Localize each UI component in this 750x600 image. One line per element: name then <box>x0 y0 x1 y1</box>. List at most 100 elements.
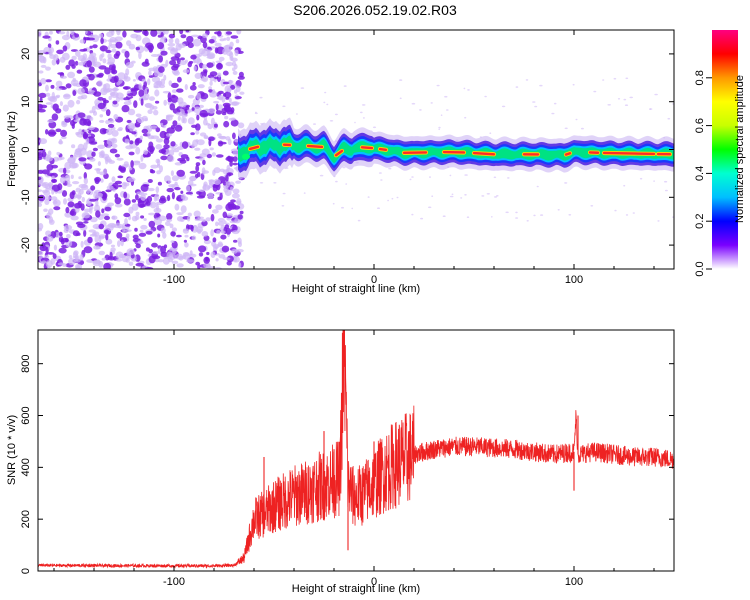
noise-speckle <box>140 224 148 230</box>
noise-speckle <box>107 123 115 128</box>
ridge-core <box>602 151 656 156</box>
noise-speckle <box>199 92 209 100</box>
noise-speckle <box>124 218 128 225</box>
noise-speckle <box>95 192 104 199</box>
noise-speckle <box>65 206 70 214</box>
noise-speckle <box>140 215 145 219</box>
noise-speckle <box>105 189 112 193</box>
noise-speckle <box>171 175 179 182</box>
noise-speckle <box>127 108 136 116</box>
noise-speckle <box>71 64 76 69</box>
noise-speckle <box>143 218 147 221</box>
x-tick-label: 0 <box>371 576 377 588</box>
noise-speckle <box>195 162 201 167</box>
noise-speckle <box>97 161 101 167</box>
faint-speckle <box>653 180 655 182</box>
noise-speckle <box>86 189 90 195</box>
noise-speckle <box>124 138 130 144</box>
noise-speckle <box>181 141 189 149</box>
noise-speckle <box>139 229 144 233</box>
noise-speckle <box>120 239 124 247</box>
faint-speckle <box>493 176 497 179</box>
faint-speckle <box>332 202 335 205</box>
noise-speckle <box>90 185 96 191</box>
noise-speckle <box>155 127 161 133</box>
faint-speckle <box>323 101 326 104</box>
faint-speckle <box>632 212 635 214</box>
faint-speckle <box>409 178 412 181</box>
noise-speckle <box>111 48 117 53</box>
noise-speckle <box>113 75 119 83</box>
noise-speckle <box>234 89 238 94</box>
noise-speckle <box>145 247 150 252</box>
noise-speckle <box>191 235 197 241</box>
noise-speckle <box>162 232 167 239</box>
noise-speckle <box>80 240 84 248</box>
colorbar-ticks: 0.0 0.2 0.4 0.6 0.8 <box>694 70 712 277</box>
noise-speckle <box>112 87 118 93</box>
noise-speckle <box>155 203 159 211</box>
faint-speckle <box>431 195 434 197</box>
noise-speckle <box>209 147 214 151</box>
noise-speckle <box>185 185 191 192</box>
noise-speckle <box>202 170 209 174</box>
noise-speckle <box>135 113 142 118</box>
noise-speckle <box>230 119 239 127</box>
noise-speckle <box>51 113 59 121</box>
noise-speckle <box>109 148 118 154</box>
y-tick-label: 0 <box>20 568 32 574</box>
noise-speckle <box>125 61 134 69</box>
noise-speckle <box>38 103 43 111</box>
faint-speckle <box>467 89 470 91</box>
noise-speckle <box>40 78 47 85</box>
noise-speckle <box>72 230 80 237</box>
noise-speckle <box>224 224 230 230</box>
noise-speckle <box>187 42 194 49</box>
x-tick-label: -100 <box>163 274 185 286</box>
noise-speckle <box>174 38 180 45</box>
faint-speckle <box>613 77 617 80</box>
noise-speckle <box>48 48 52 56</box>
noise-speckle <box>202 33 208 39</box>
noise-speckle <box>231 101 240 106</box>
faint-speckle <box>625 214 629 216</box>
noise-speckle <box>182 69 190 73</box>
noise-speckle <box>170 170 174 177</box>
faint-speckle <box>501 105 506 108</box>
noise-speckle <box>160 227 166 234</box>
noise-speckle <box>62 167 67 174</box>
noise-speckle <box>39 55 46 64</box>
noise-speckle <box>232 67 236 72</box>
noise-speckle <box>134 215 140 221</box>
noise-speckle <box>187 212 192 217</box>
noise-speckle <box>99 45 108 52</box>
noise-speckle <box>196 114 200 121</box>
noise-speckle <box>92 61 102 68</box>
noise-speckle <box>65 83 72 89</box>
noise-speckle <box>106 31 113 38</box>
noise-speckle <box>107 45 111 51</box>
noise-speckle <box>99 171 105 176</box>
noise-speckle <box>153 85 159 89</box>
noise-speckle <box>162 257 170 265</box>
noise-speckle <box>102 58 107 64</box>
noise-speckle <box>203 70 208 77</box>
noise-speckle <box>198 252 204 257</box>
y-tick-label: 10 <box>20 96 32 108</box>
faint-speckle <box>533 214 536 217</box>
noise-speckle <box>43 208 48 212</box>
faint-speckle <box>387 199 389 202</box>
noise-speckle <box>196 171 201 178</box>
faint-speckle <box>449 195 454 198</box>
noise-speckle <box>45 246 49 255</box>
noise-speckle <box>91 34 100 43</box>
noise-speckle <box>71 144 76 149</box>
noise-speckle <box>59 56 66 63</box>
noise-speckle <box>218 141 227 145</box>
noise-speckle <box>59 156 65 160</box>
noise-speckle <box>147 187 155 192</box>
noise-speckle <box>159 130 167 139</box>
faint-speckle <box>388 167 392 170</box>
noise-speckle <box>114 180 122 185</box>
